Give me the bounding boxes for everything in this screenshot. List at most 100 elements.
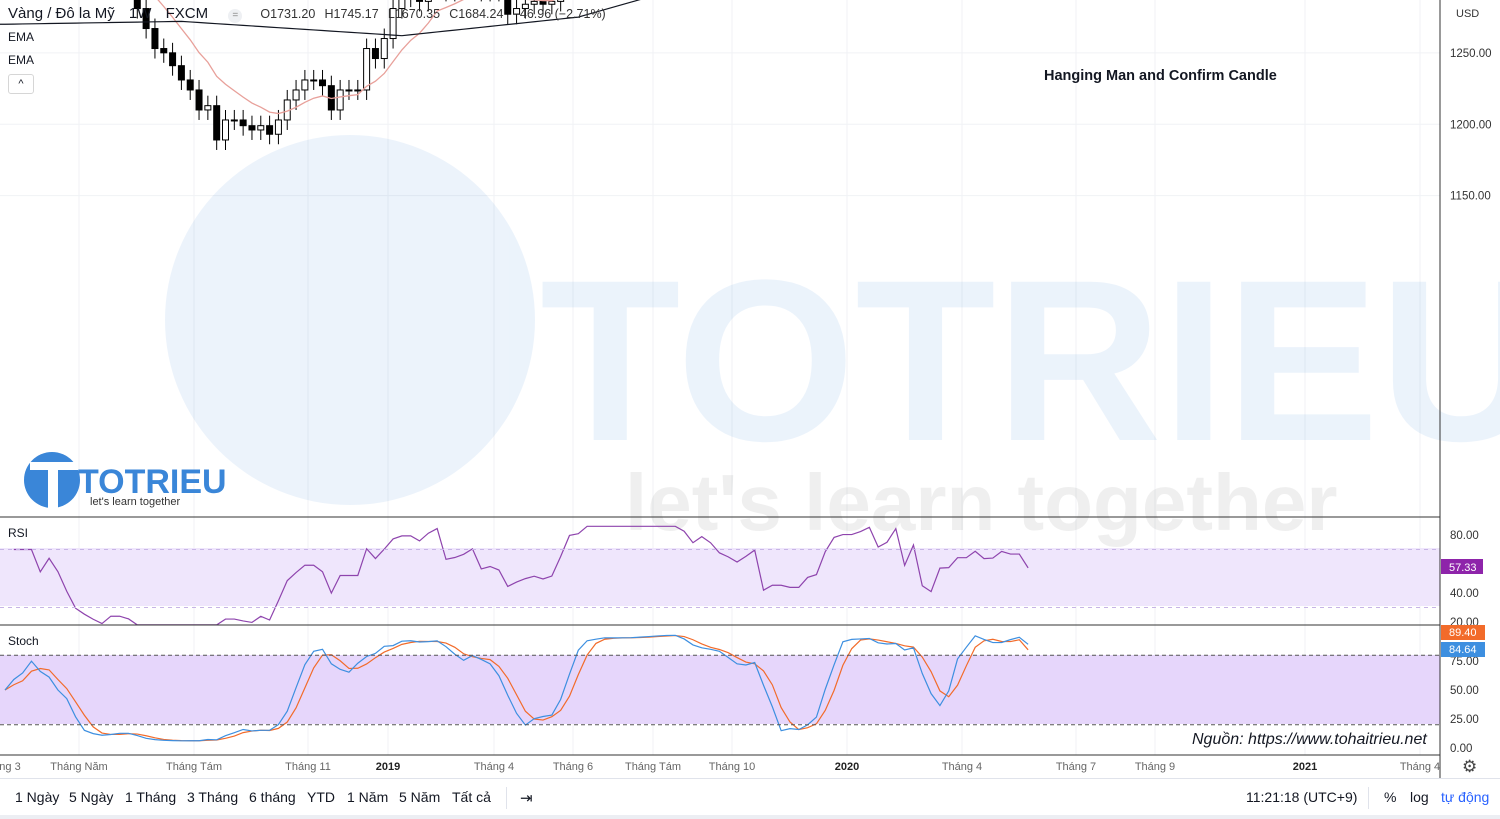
candle [530, 0, 538, 15]
rsi-band [0, 548, 1440, 606]
watermark-tagline: let's learn together [625, 458, 1338, 547]
chart-canvas[interactable]: TOTRIEU let's learn together TOTRIEU let… [0, 0, 1500, 778]
range-5y[interactable]: 5 Năm [399, 789, 441, 805]
rsi-legend[interactable]: RSI [8, 526, 29, 540]
candle [336, 79, 344, 120]
candle [310, 69, 318, 90]
candle [239, 109, 247, 136]
candle [151, 18, 159, 59]
candle-body [274, 119, 282, 135]
candle-body [151, 28, 159, 50]
range-ytd[interactable]: YTD [307, 789, 335, 805]
currency-label: USD [1456, 8, 1479, 20]
candle-body [319, 79, 327, 87]
candle [222, 109, 229, 150]
goto-date-icon[interactable]: ⇥ [520, 790, 533, 807]
range-1d[interactable]: 1 Ngày [15, 789, 60, 805]
minimize-icon[interactable]: = [228, 9, 243, 23]
time-axis-label: Tháng 4 [1400, 761, 1440, 773]
candle-body [530, 0, 538, 5]
candle-body [354, 89, 362, 92]
candle-body [513, 8, 521, 15]
candle-body [416, 0, 424, 2]
range-1y[interactable]: 1 Năm [347, 789, 389, 805]
log-toggle[interactable]: log [1410, 789, 1429, 805]
stoch-tick-label: 75.00 [1450, 656, 1479, 668]
range-5d[interactable]: 5 Ngày [69, 789, 114, 805]
candle [248, 115, 256, 140]
stoch-tick-label: 50.00 [1450, 685, 1479, 697]
candle-body [557, 0, 565, 2]
stoch-tick-label: 25.00 [1450, 714, 1479, 726]
candle [204, 95, 212, 120]
time-axis-label: Tháng 6 [553, 761, 593, 773]
price-tick-label: 1150.00 [1450, 191, 1491, 203]
divider [506, 787, 507, 809]
candle-body [213, 105, 221, 141]
candle [489, 0, 491, 2]
candle-body [195, 89, 203, 111]
auto-scale-toggle[interactable]: tự động [1441, 789, 1490, 805]
watermark: TOTRIEU let's learn together [165, 135, 1500, 547]
watermark-logo-circle [165, 135, 535, 505]
time-axis-label: Tháng Tám [166, 761, 222, 773]
candle-body [521, 3, 529, 10]
time-axis-label: Tháng Năm [50, 761, 107, 773]
candle [380, 28, 388, 69]
range-all[interactable]: Tất cả [452, 789, 491, 805]
time-axis-label: ng 3 [0, 761, 21, 773]
range-1m[interactable]: 1 Tháng [125, 789, 177, 805]
percent-toggle[interactable]: % [1384, 789, 1397, 805]
candle [177, 55, 185, 90]
stoch-d-badge: 84.64 [1449, 644, 1477, 656]
candle [142, 0, 150, 39]
stoch-band [0, 655, 1440, 724]
ema-legend-2[interactable]: EMA [8, 53, 35, 67]
candle [389, 0, 397, 49]
candle-body [301, 79, 309, 91]
candle [195, 79, 203, 120]
candle [539, 0, 547, 15]
candle [230, 109, 238, 130]
candle-body [371, 48, 379, 60]
rsi-last-bg [1441, 559, 1483, 574]
candle-body [548, 0, 556, 5]
stoch-legend[interactable]: Stoch [8, 634, 39, 648]
candle [454, 0, 456, 2]
time-axis-label: Tháng 4 [474, 761, 514, 773]
candle [410, 0, 412, 8]
ema-legend-1[interactable]: EMA [8, 30, 35, 44]
time-axis-label: 2020 [835, 761, 859, 773]
candle [169, 42, 177, 76]
totrieu-logo: TOTRIEU let's learn together [24, 452, 227, 508]
candle-body [345, 89, 353, 92]
candle-body [380, 38, 388, 60]
candle [301, 69, 309, 100]
price-tick-label: 1250.00 [1450, 48, 1492, 60]
candle-body [169, 52, 177, 67]
candle [186, 69, 194, 100]
candle [504, 0, 512, 25]
interval[interactable]: 1W [128, 5, 152, 22]
bottom-toolbar: 1 Ngày 5 Ngày 1 Tháng 3 Tháng 6 tháng YT… [0, 778, 1500, 817]
candle-body [539, 0, 547, 5]
collapse-legend-button[interactable]: ^ [8, 74, 34, 94]
candle-body [186, 79, 194, 91]
time-axis-label: Tháng 4 [942, 761, 982, 773]
watermark-brand: TOTRIEU [540, 232, 1500, 489]
candle-body [230, 119, 238, 122]
exchange: FXCM [165, 5, 209, 22]
candle [424, 0, 432, 12]
price-tick-label: 1200.00 [1450, 119, 1492, 131]
rsi-tick-label: 40.00 [1450, 588, 1479, 600]
bottom-strip [0, 815, 1500, 819]
candle [266, 115, 274, 145]
range-6m[interactable]: 6 tháng [249, 789, 296, 805]
candle [480, 0, 482, 2]
candle [257, 115, 265, 140]
range-3m[interactable]: 3 Tháng [187, 789, 239, 805]
stoch-tick-label: 0.00 [1450, 743, 1472, 755]
symbol-name[interactable]: Vàng / Đô la Mỹ [8, 5, 115, 22]
settings-gear-icon[interactable]: ⚙ [1462, 757, 1477, 776]
clock-time[interactable]: 11:21:18 (UTC+9) [1246, 789, 1358, 805]
